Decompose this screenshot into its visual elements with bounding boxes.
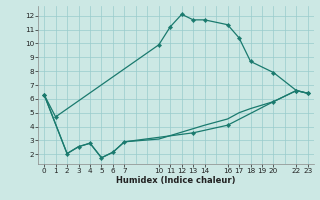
X-axis label: Humidex (Indice chaleur): Humidex (Indice chaleur) (116, 176, 236, 185)
